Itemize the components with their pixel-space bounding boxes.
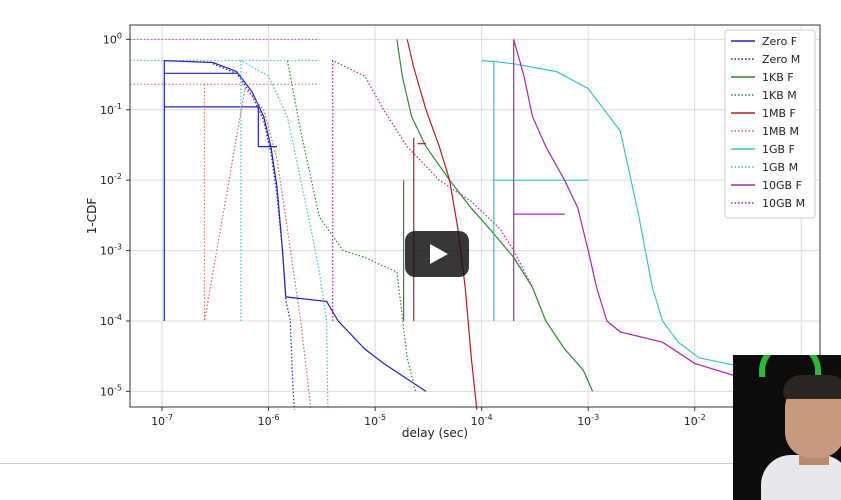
grid-lines bbox=[126, 25, 820, 411]
series-line bbox=[396, 39, 594, 392]
legend: Zero F Zero M 1KB F 1KB M 1MB F 1MB M 1GB F 1GB… bbox=[724, 29, 816, 219]
series-line bbox=[332, 59, 534, 321]
legend-entry: Zero M bbox=[762, 53, 800, 66]
presenter-hair bbox=[783, 375, 841, 399]
y-tick-label: 100 bbox=[103, 31, 122, 46]
legend-entry: 1GB M bbox=[762, 161, 798, 174]
series-line bbox=[286, 60, 417, 392]
series-line bbox=[513, 39, 802, 392]
play-icon bbox=[430, 244, 448, 264]
x-tick-label: 10-3 bbox=[577, 413, 599, 428]
y-tick-label: 10-5 bbox=[100, 383, 122, 398]
presenter-video bbox=[733, 355, 841, 500]
legend-entry: 1MB F bbox=[762, 107, 796, 120]
reference-lines bbox=[130, 38, 320, 85]
x-tick-label: 10-5 bbox=[364, 413, 386, 428]
series-lines bbox=[163, 39, 810, 410]
legend-entry: 10GB F bbox=[762, 179, 802, 192]
series-segment bbox=[257, 106, 277, 148]
x-axis-label: delay (sec) bbox=[402, 426, 468, 440]
legend-entry: 1MB M bbox=[762, 125, 799, 138]
y-tick-label: 10-3 bbox=[100, 243, 122, 258]
plot-frame bbox=[129, 24, 821, 408]
legend-entry: 1GB F bbox=[762, 143, 795, 156]
legend-entry: 1KB F bbox=[762, 71, 794, 84]
y-tick-labels: 100 10-1 10-2 10-3 10-4 10-5 bbox=[100, 31, 122, 398]
series-line bbox=[203, 84, 312, 410]
y-tick-label: 10-4 bbox=[100, 313, 122, 328]
logo-icon bbox=[759, 355, 821, 377]
y-tick-label: 10-1 bbox=[100, 102, 122, 117]
x-tick-labels: 10-710-610-510-410-310-210-1 bbox=[151, 413, 812, 428]
divider-line bbox=[0, 463, 735, 464]
y-axis-label: 1-CDF bbox=[85, 198, 99, 235]
x-tick-label: 10-7 bbox=[151, 413, 173, 428]
x-tick-label: 10-2 bbox=[684, 413, 706, 428]
series-line bbox=[212, 63, 296, 410]
legend-entry: Zero F bbox=[762, 35, 797, 48]
series-line bbox=[406, 39, 478, 410]
series-line bbox=[240, 59, 329, 410]
legend-entry: 10GB M bbox=[762, 197, 805, 210]
play-button[interactable] bbox=[405, 231, 469, 277]
y-tick-label: 10-2 bbox=[100, 172, 122, 187]
x-tick-label: 10-6 bbox=[258, 413, 280, 428]
x-tick-label: 10-4 bbox=[471, 413, 493, 428]
legend-entry: 1KB M bbox=[762, 89, 797, 102]
